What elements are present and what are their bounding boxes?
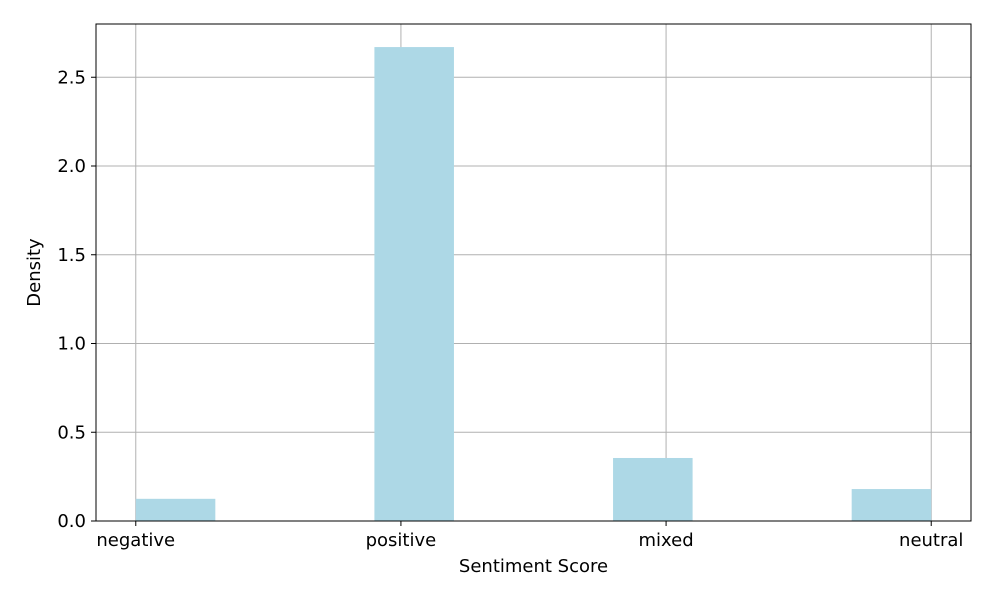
x-tick-labels: negative positive mixed neutral <box>96 530 963 551</box>
plot-frame <box>95 23 972 522</box>
x-tick-label: negative <box>96 530 175 551</box>
y-tick-label: 1.5 <box>57 245 86 266</box>
y-tick-label: 1.0 <box>57 334 86 355</box>
ticks <box>91 76 932 526</box>
x-axis-title: Sentiment Score <box>459 556 608 577</box>
y-tick-label: 0.0 <box>57 511 86 532</box>
histogram-bar <box>851 489 932 521</box>
histogram-bar <box>613 457 693 521</box>
y-tick-label: 0.5 <box>57 422 86 443</box>
y-axis-title: Density <box>24 238 45 307</box>
grid <box>96 24 971 522</box>
bars <box>135 47 932 521</box>
x-tick-label: neutral <box>899 530 963 551</box>
x-tick-label: mixed <box>639 530 694 551</box>
y-tick-label: 2.5 <box>57 67 86 88</box>
histogram-bar <box>135 498 216 521</box>
histogram-bar <box>374 47 454 521</box>
y-tick-labels: 0.0 0.5 1.0 1.5 2.0 2.5 <box>57 67 86 532</box>
y-tick-label: 2.0 <box>57 156 86 177</box>
x-tick-label: positive <box>366 530 437 551</box>
